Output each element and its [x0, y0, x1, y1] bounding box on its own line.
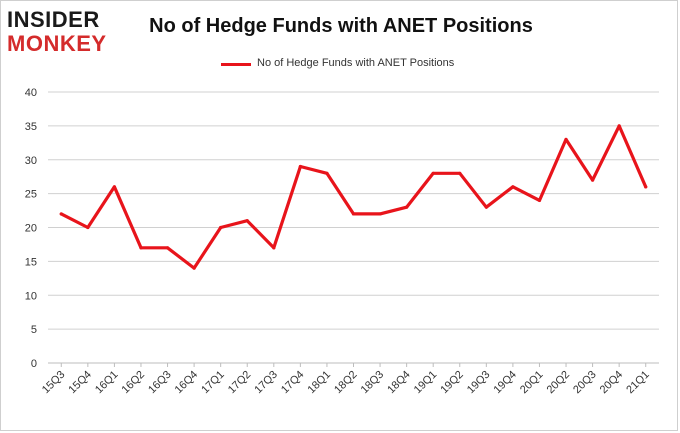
- x-tick-label: 19Q1: [412, 369, 440, 397]
- x-tick-label: 20Q1: [518, 369, 546, 397]
- data-point: [192, 266, 196, 270]
- data-point: [351, 212, 356, 216]
- x-tick-label: 21Q1: [624, 369, 652, 397]
- x-tick-label: 16Q4: [173, 369, 201, 397]
- y-tick-label: 35: [25, 121, 37, 133]
- y-tick-label: 10: [25, 290, 37, 302]
- data-point: [564, 137, 568, 142]
- data-point: [59, 212, 63, 216]
- legend-line-swatch: [221, 63, 251, 66]
- x-tick-label: 17Q1: [199, 369, 227, 397]
- data-point: [590, 178, 595, 182]
- x-tick-label: 18Q3: [359, 369, 387, 397]
- y-tick-label: 25: [25, 189, 37, 201]
- y-tick-label: 40: [25, 87, 37, 99]
- data-point: [644, 185, 648, 189]
- y-tick-label: 30: [25, 155, 37, 167]
- data-point: [272, 246, 276, 250]
- data-point: [511, 185, 515, 189]
- data-point: [484, 205, 488, 209]
- data-point: [245, 219, 249, 223]
- x-tick-label: 16Q3: [146, 369, 174, 397]
- x-tick-label: 18Q4: [385, 369, 413, 397]
- data-point: [458, 171, 462, 175]
- data-point: [617, 124, 621, 128]
- legend-label: No of Hedge Funds with ANET Positions: [257, 57, 455, 69]
- data-point: [431, 171, 435, 175]
- x-tick-label: 15Q3: [40, 369, 68, 397]
- x-tick-label: 17Q4: [279, 369, 307, 397]
- chart-title: No of Hedge Funds with ANET Positions: [149, 15, 533, 37]
- logo-line-1: INSIDER: [7, 7, 100, 32]
- data-point: [405, 205, 409, 209]
- x-tick-label: 17Q3: [252, 369, 280, 397]
- x-tick-label: 20Q2: [545, 369, 573, 397]
- y-tick-label: 0: [31, 358, 37, 370]
- y-tick-label: 20: [25, 223, 37, 235]
- x-tick-label: 16Q2: [120, 369, 148, 397]
- data-point: [325, 171, 329, 175]
- y-tick-label: 5: [31, 324, 37, 336]
- data-point: [378, 212, 382, 216]
- data-point: [165, 246, 170, 250]
- x-tick-label: 17Q2: [226, 369, 254, 397]
- data-point: [86, 225, 90, 230]
- data-point: [139, 246, 143, 250]
- x-tick-label: 20Q3: [571, 369, 599, 397]
- data-point: [298, 164, 302, 169]
- x-tick-label: 16Q1: [93, 369, 121, 397]
- y-tick-label: 15: [25, 256, 37, 268]
- insider-monkey-logo: INSIDER MONKEY: [7, 7, 129, 57]
- logo-line-2: MONKEY: [7, 31, 107, 56]
- x-tick-label: 18Q2: [332, 369, 360, 397]
- data-point: [112, 185, 117, 189]
- x-tick-label: 15Q4: [66, 369, 94, 397]
- x-tick-label: 19Q4: [491, 369, 519, 397]
- data-point: [537, 198, 542, 202]
- x-tick-label: 19Q2: [438, 369, 466, 397]
- data-point: [219, 225, 223, 230]
- x-tick-label: 18Q1: [306, 369, 334, 397]
- x-tick-label: 19Q3: [465, 369, 493, 397]
- series-line-0: [59, 124, 648, 270]
- x-tick-label: 20Q4: [598, 369, 626, 397]
